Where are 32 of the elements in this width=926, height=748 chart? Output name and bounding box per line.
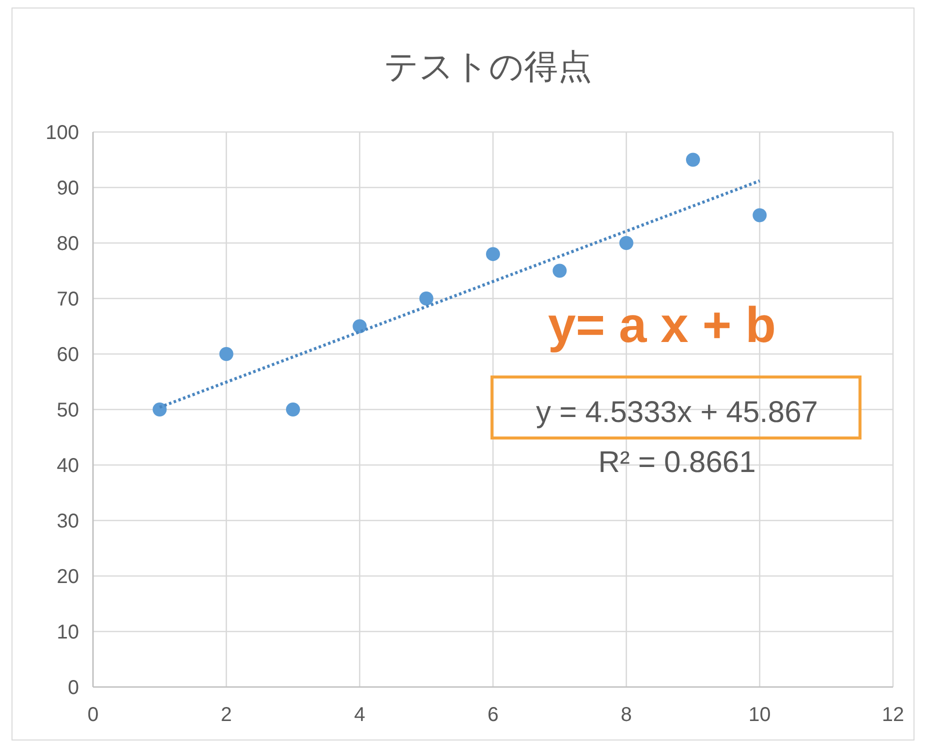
chart-title: テストの得点 — [384, 48, 592, 86]
point — [286, 402, 300, 416]
x-tick-label: 8 — [620, 704, 632, 726]
y-tick-label: 100 — [46, 122, 79, 144]
point — [486, 247, 500, 262]
annotation: y= a x + b — [548, 297, 776, 353]
point — [152, 402, 167, 416]
x-tick-label: 6 — [487, 704, 499, 726]
y-tick-label: 20 — [56, 566, 79, 588]
point — [352, 319, 367, 334]
y-tick-label: 80 — [56, 233, 79, 255]
annotation: y = 4.5333x + 45.867 — [536, 396, 818, 429]
point — [619, 236, 634, 250]
y-tick-label: 60 — [56, 344, 79, 366]
point — [686, 152, 700, 167]
y-tick-label: 40 — [56, 455, 79, 477]
x-tick-label: 0 — [87, 704, 99, 726]
annotation: R² = 0.8661 — [598, 446, 756, 479]
point — [552, 264, 567, 278]
y-tick-label: 90 — [56, 178, 79, 200]
point — [419, 292, 434, 306]
y-tick-label: 70 — [56, 288, 79, 310]
y-tick-label: 50 — [56, 400, 79, 422]
x-tick-label: 4 — [354, 704, 366, 726]
x-tick-label: 2 — [220, 704, 232, 726]
y-tick-label: 0 — [68, 677, 79, 699]
x-tick-label: 12 — [882, 704, 904, 726]
point — [219, 347, 234, 361]
x-tick-label: 10 — [748, 704, 771, 726]
y-tick-label: 30 — [56, 510, 79, 532]
point — [752, 208, 767, 222]
y-tick-label: 10 — [56, 622, 79, 644]
